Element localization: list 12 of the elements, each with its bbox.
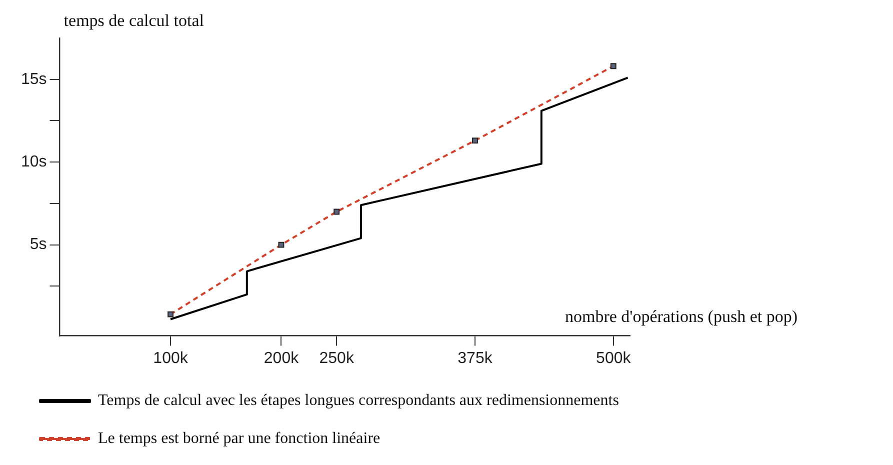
legend-label: Le temps est borné par une fonction linéaire xyxy=(98,430,380,448)
x-tick-label: 100k xyxy=(153,350,189,367)
y-tick-label: 15s xyxy=(21,70,47,88)
y-tick-label: 10s xyxy=(21,153,47,170)
x-axis-title: nombre d'opérations (push et pop) xyxy=(565,306,798,326)
y-tick-label: 5s xyxy=(30,236,47,254)
x-tick-label: 250k xyxy=(319,350,355,367)
y-axis-title: temps de calcul total xyxy=(64,10,204,30)
x-tick-label: 500k xyxy=(596,350,632,367)
x-tick-label: 375k xyxy=(458,350,494,367)
x-tick-label: 200k xyxy=(264,350,300,367)
legend-label: Temps de calcul avec les étapes longues correspondants aux redimensionnements xyxy=(98,392,619,410)
